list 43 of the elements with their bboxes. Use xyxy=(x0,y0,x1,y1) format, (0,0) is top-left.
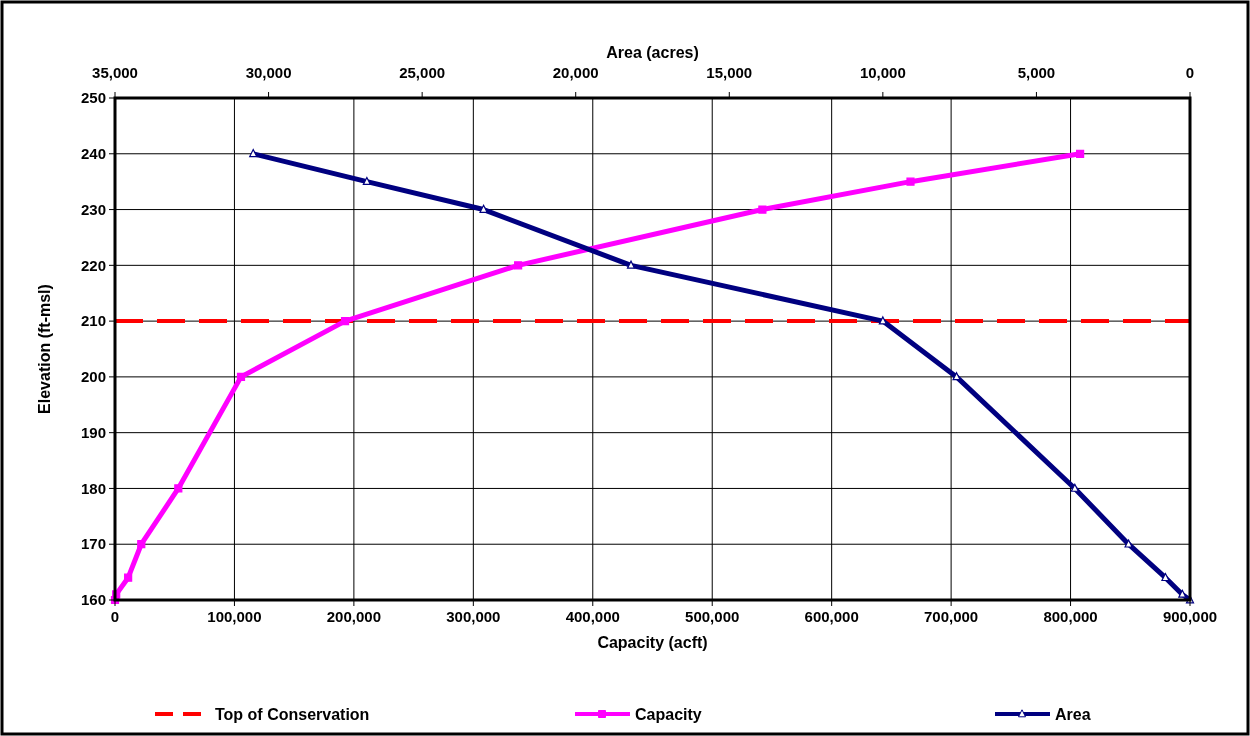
point xyxy=(514,261,523,270)
x2-tick-label: 15,000 xyxy=(706,64,753,81)
x-tick-label: 600,000 xyxy=(804,608,859,625)
point xyxy=(174,484,183,493)
y-tick-label: 220 xyxy=(80,256,106,274)
point xyxy=(1076,149,1085,158)
x2-tick-label: 5,000 xyxy=(1017,64,1056,81)
legend-label: Top of Conservation xyxy=(215,705,370,723)
y-tick-label: 210 xyxy=(80,312,106,330)
point xyxy=(340,317,350,326)
y-tick-label: 240 xyxy=(80,145,106,163)
x-tick-label: 300,000 xyxy=(446,608,501,625)
x-tick-label: 700,000 xyxy=(923,608,979,625)
y-tick-label: 200 xyxy=(80,368,106,386)
x-tick-label: 900,000 xyxy=(1162,608,1218,625)
y-tick-label: 160 xyxy=(80,591,106,609)
x2-tick-label: 35,000 xyxy=(92,64,138,81)
point xyxy=(124,573,133,582)
x2-tick-label: 20,000 xyxy=(552,64,599,81)
y-tick-label: 170 xyxy=(80,535,106,553)
y-tick-label: 250 xyxy=(80,89,106,107)
y-axis-title: Elevation (ft-msl) xyxy=(36,284,53,414)
x2-tick-label: 0 xyxy=(1185,64,1195,81)
point xyxy=(906,177,915,186)
y-tick-label: 180 xyxy=(80,479,106,497)
point xyxy=(137,540,146,549)
x-tick-label: 200,000 xyxy=(326,608,382,625)
point xyxy=(758,205,767,214)
x2-tick-label: 10,000 xyxy=(859,64,906,81)
point xyxy=(236,372,246,381)
x-tick-label: 500,000 xyxy=(685,608,740,625)
x2-axis-title: Area (acres) xyxy=(606,43,699,61)
legend-label: Capacity xyxy=(635,705,702,723)
legend-label: Area xyxy=(1055,705,1091,723)
y-tick-label: 190 xyxy=(80,423,106,441)
x-tick-label: 400,000 xyxy=(565,608,620,625)
y-tick-label: 230 xyxy=(80,200,106,218)
x2-tick-label: 30,000 xyxy=(245,64,292,81)
x-tick-label: 0 xyxy=(110,608,120,625)
x-tick-label: 100,000 xyxy=(207,608,262,625)
x-tick-label: 800,000 xyxy=(1043,608,1098,625)
x-axis-title: Capacity (acft) xyxy=(597,634,708,651)
x2-tick-label: 25,000 xyxy=(399,64,446,81)
